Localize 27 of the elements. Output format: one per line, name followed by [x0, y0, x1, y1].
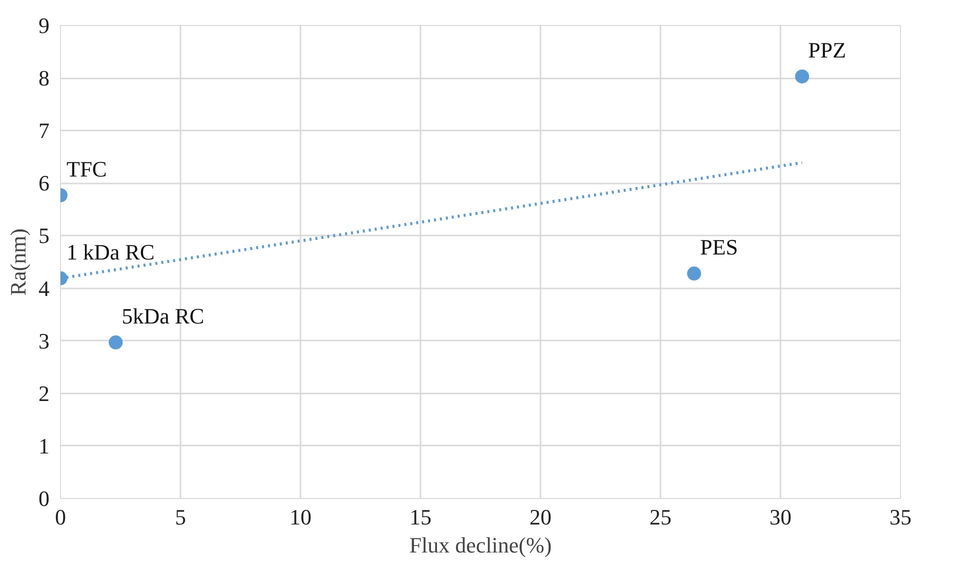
annotation: PES: [700, 234, 738, 260]
x-tick-label: 5: [175, 504, 186, 530]
y-tick-label: 6: [38, 170, 50, 196]
x-axis-title: Flux decline(%): [409, 532, 552, 558]
x-tick-label: 20: [530, 504, 552, 530]
y-axis-title: Ra(nm): [6, 228, 30, 296]
x-tick-label: 0: [55, 504, 66, 530]
y-tick-label: 4: [38, 276, 50, 301]
y-tick-label: 7: [38, 118, 50, 144]
x-tick-label: 25: [650, 504, 672, 530]
y-tick-label: 9: [38, 13, 50, 38]
y-tick-label: 0: [38, 486, 50, 511]
point: [687, 266, 702, 281]
annotation: PPZ: [808, 37, 846, 62]
x-tick-label: 10: [290, 504, 312, 530]
y-tick-label: 1: [38, 433, 50, 458]
annotation: 5kDa RC: [122, 303, 204, 328]
x-tick-label: 15: [410, 504, 432, 530]
annotation: 1 kDa RC: [66, 239, 154, 264]
point: [795, 69, 810, 84]
y-tick-label: 8: [38, 66, 50, 91]
x-tick-label: 30: [770, 504, 792, 530]
y-tick-label: 3: [38, 328, 50, 354]
annotation: TFC: [66, 156, 107, 182]
y-tick-label: 2: [38, 380, 50, 406]
x-tick-label: 35: [890, 504, 912, 530]
y-tick-label: 5: [38, 223, 50, 248]
